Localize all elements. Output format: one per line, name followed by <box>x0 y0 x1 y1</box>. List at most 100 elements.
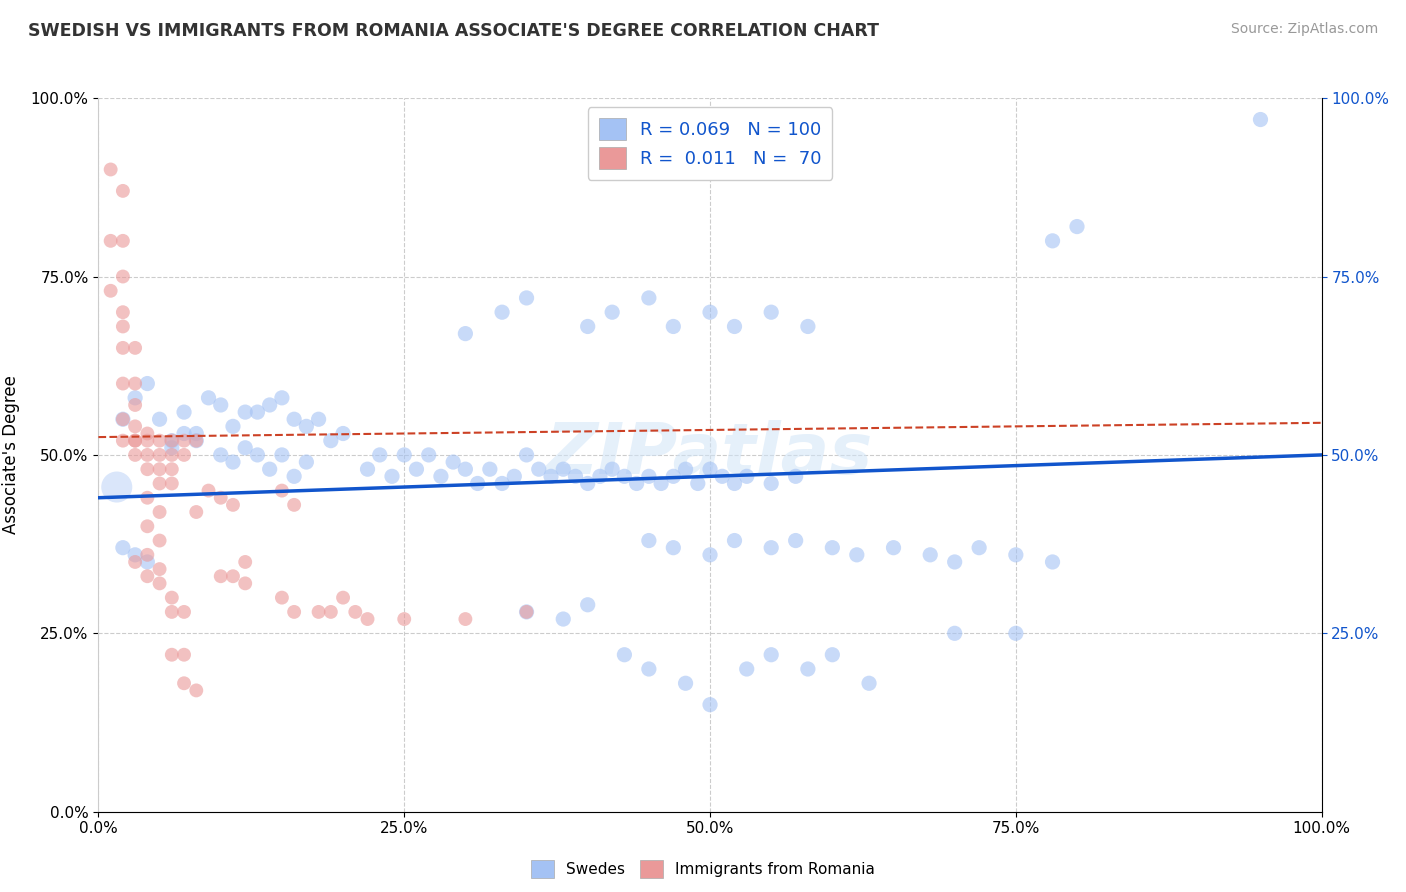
Point <box>883 541 905 555</box>
Point <box>735 662 758 676</box>
Point <box>943 626 966 640</box>
Point <box>160 448 183 462</box>
Point <box>173 426 195 441</box>
Point <box>553 612 575 626</box>
Point <box>785 533 807 548</box>
Point <box>943 555 966 569</box>
Point <box>173 448 195 462</box>
Point <box>124 391 146 405</box>
Point <box>270 483 294 498</box>
Point <box>136 569 159 583</box>
Point <box>638 469 661 483</box>
Point <box>222 498 245 512</box>
Point <box>136 548 159 562</box>
Point <box>761 648 783 662</box>
Point <box>124 548 146 562</box>
Point <box>233 576 256 591</box>
Point <box>111 305 134 319</box>
Legend: R = 0.069   N = 100, R =  0.011   N =  70: R = 0.069 N = 100, R = 0.011 N = 70 <box>588 107 832 180</box>
Point <box>246 448 269 462</box>
Point <box>368 448 391 462</box>
Point <box>160 441 183 455</box>
Point <box>1066 219 1088 234</box>
Point <box>222 455 245 469</box>
Point <box>638 533 661 548</box>
Point <box>478 462 501 476</box>
Point <box>821 648 844 662</box>
Point <box>920 548 942 562</box>
Point <box>149 434 172 448</box>
Point <box>564 469 586 483</box>
Point <box>209 448 232 462</box>
Point <box>136 555 159 569</box>
Point <box>173 405 195 419</box>
Point <box>418 448 440 462</box>
Point <box>186 434 208 448</box>
Point <box>233 555 256 569</box>
Point <box>467 476 489 491</box>
Point <box>149 412 172 426</box>
Point <box>761 305 783 319</box>
Point <box>283 498 305 512</box>
Point <box>491 305 513 319</box>
Point <box>576 598 599 612</box>
Point <box>295 455 318 469</box>
Point <box>111 434 134 448</box>
Point <box>699 698 721 712</box>
Point <box>160 648 183 662</box>
Point <box>186 426 208 441</box>
Point <box>209 398 232 412</box>
Point <box>160 605 183 619</box>
Point <box>845 548 868 562</box>
Point <box>160 476 183 491</box>
Text: SWEDISH VS IMMIGRANTS FROM ROMANIA ASSOCIATE'S DEGREE CORRELATION CHART: SWEDISH VS IMMIGRANTS FROM ROMANIA ASSOC… <box>28 22 879 40</box>
Point <box>405 462 427 476</box>
Point <box>576 476 599 491</box>
Point <box>392 448 416 462</box>
Point <box>797 662 820 676</box>
Point <box>233 441 256 455</box>
Point <box>858 676 880 690</box>
Point <box>222 419 245 434</box>
Point <box>662 541 685 555</box>
Point <box>515 291 537 305</box>
Point <box>160 591 183 605</box>
Point <box>662 469 685 483</box>
Point <box>711 469 734 483</box>
Point <box>723 533 745 548</box>
Point <box>149 533 172 548</box>
Point <box>186 434 208 448</box>
Point <box>124 419 146 434</box>
Point <box>105 480 128 494</box>
Point <box>662 319 685 334</box>
Point <box>553 462 575 476</box>
Point <box>124 376 146 391</box>
Point <box>209 569 232 583</box>
Point <box>100 284 122 298</box>
Point <box>332 591 354 605</box>
Point <box>111 412 134 426</box>
Point <box>124 434 146 448</box>
Point <box>381 469 404 483</box>
Point <box>797 319 820 334</box>
Point <box>699 462 721 476</box>
Point <box>186 683 208 698</box>
Point <box>392 612 416 626</box>
Point <box>136 519 159 533</box>
Point <box>111 184 134 198</box>
Point <box>136 376 159 391</box>
Point <box>270 591 294 605</box>
Point <box>308 605 330 619</box>
Point <box>136 448 159 462</box>
Point <box>259 462 281 476</box>
Point <box>283 469 305 483</box>
Point <box>283 412 305 426</box>
Point <box>356 612 378 626</box>
Point <box>675 462 697 476</box>
Point <box>209 491 232 505</box>
Point <box>686 476 709 491</box>
Point <box>613 648 636 662</box>
Point <box>1004 626 1026 640</box>
Point <box>699 305 721 319</box>
Point <box>270 391 294 405</box>
